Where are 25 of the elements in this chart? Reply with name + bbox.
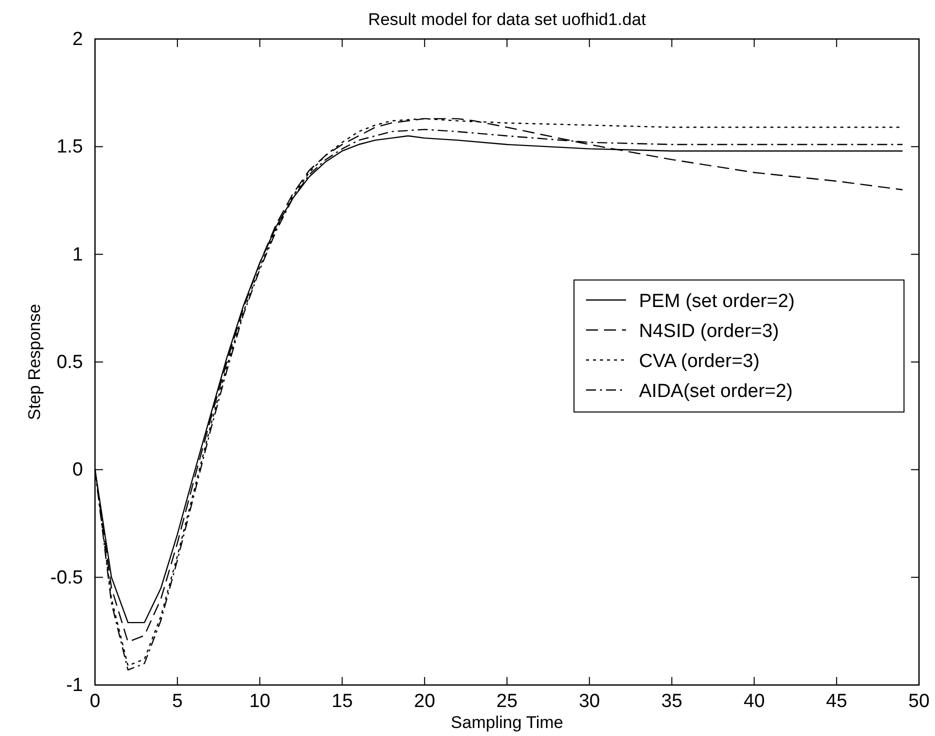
x-tick-label: 25 <box>496 691 518 712</box>
legend-label: AIDA(set order=2) <box>639 381 793 402</box>
x-tick-label: 35 <box>661 691 682 712</box>
legend-label: N4SID (order=3) <box>639 321 779 342</box>
x-axis-title: Sampling Time <box>450 713 564 732</box>
legend-label: PEM (set order=2) <box>639 291 795 312</box>
y-tick-label: 1 <box>72 244 83 266</box>
x-tick-label: 45 <box>826 691 848 712</box>
x-tick-label: 10 <box>249 691 270 712</box>
x-tick-label: 50 <box>908 691 930 712</box>
x-tick-label: 30 <box>578 691 600 712</box>
y-tick-label: 2 <box>72 29 83 50</box>
x-tick-label: 20 <box>414 691 436 712</box>
y-tick-label: 1.5 <box>56 136 83 158</box>
y-tick-label: 0 <box>72 460 83 481</box>
y-tick-label: -0.5 <box>50 567 83 588</box>
x-tick-label: 15 <box>332 691 353 712</box>
x-tick-label: 40 <box>744 691 765 712</box>
x-tick-label: 5 <box>172 691 183 712</box>
legend-label: CVA (order=3) <box>639 351 760 372</box>
y-tick-label: -1 <box>66 675 83 696</box>
chart-title: Result model for data set uofhid1.dat <box>368 10 646 29</box>
x-tick-label: 0 <box>90 691 100 712</box>
y-axis-title: Step Response <box>25 304 44 420</box>
y-tick-label: 0.5 <box>56 352 83 373</box>
